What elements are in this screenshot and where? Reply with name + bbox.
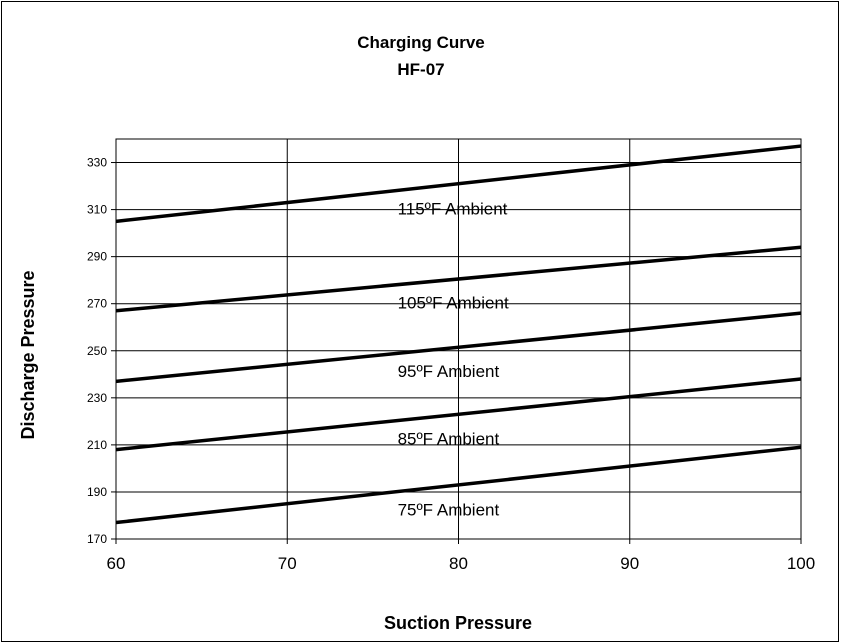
chart-subtitle: HF-07 (397, 60, 444, 79)
x-tick-label: 70 (278, 554, 297, 573)
series-line (115, 144, 802, 224)
x-axis-title: Suction Pressure (384, 613, 532, 633)
series-label: 115ºF Ambient (398, 199, 508, 218)
plot-area: 170 190 210 230 250 270 290 310 330 60 70 80 90 100 11… (87, 138, 815, 573)
y-tick-label: 190 (87, 485, 107, 499)
chart-title: Charging Curve (357, 33, 485, 52)
y-tick-label: 330 (87, 156, 107, 170)
series-label: 95ºF Ambient (398, 362, 500, 381)
series-line (115, 377, 802, 452)
x-tick-label: 80 (449, 554, 468, 573)
y-tick-label: 290 (87, 250, 107, 264)
series-line (115, 245, 802, 313)
x-tick-label: 60 (107, 554, 126, 573)
y-tick-label: 270 (87, 297, 107, 311)
y-tick-label: 210 (87, 438, 107, 452)
x-tick-label: 90 (620, 554, 639, 573)
series-line (115, 445, 802, 525)
series-line (115, 311, 802, 384)
series-label: 105ºF Ambient (398, 294, 509, 313)
y-tick-label: 250 (87, 344, 107, 358)
y-tick-label: 230 (87, 391, 107, 405)
series-label: 75ºF Ambient (398, 500, 500, 519)
series-label: 85ºF Ambient (398, 429, 500, 448)
y-axis-title: Discharge Pressure (18, 270, 38, 439)
x-tick-label: 100 (787, 554, 815, 573)
y-tick-label: 310 (87, 203, 107, 217)
y-tick-label: 170 (87, 532, 107, 546)
